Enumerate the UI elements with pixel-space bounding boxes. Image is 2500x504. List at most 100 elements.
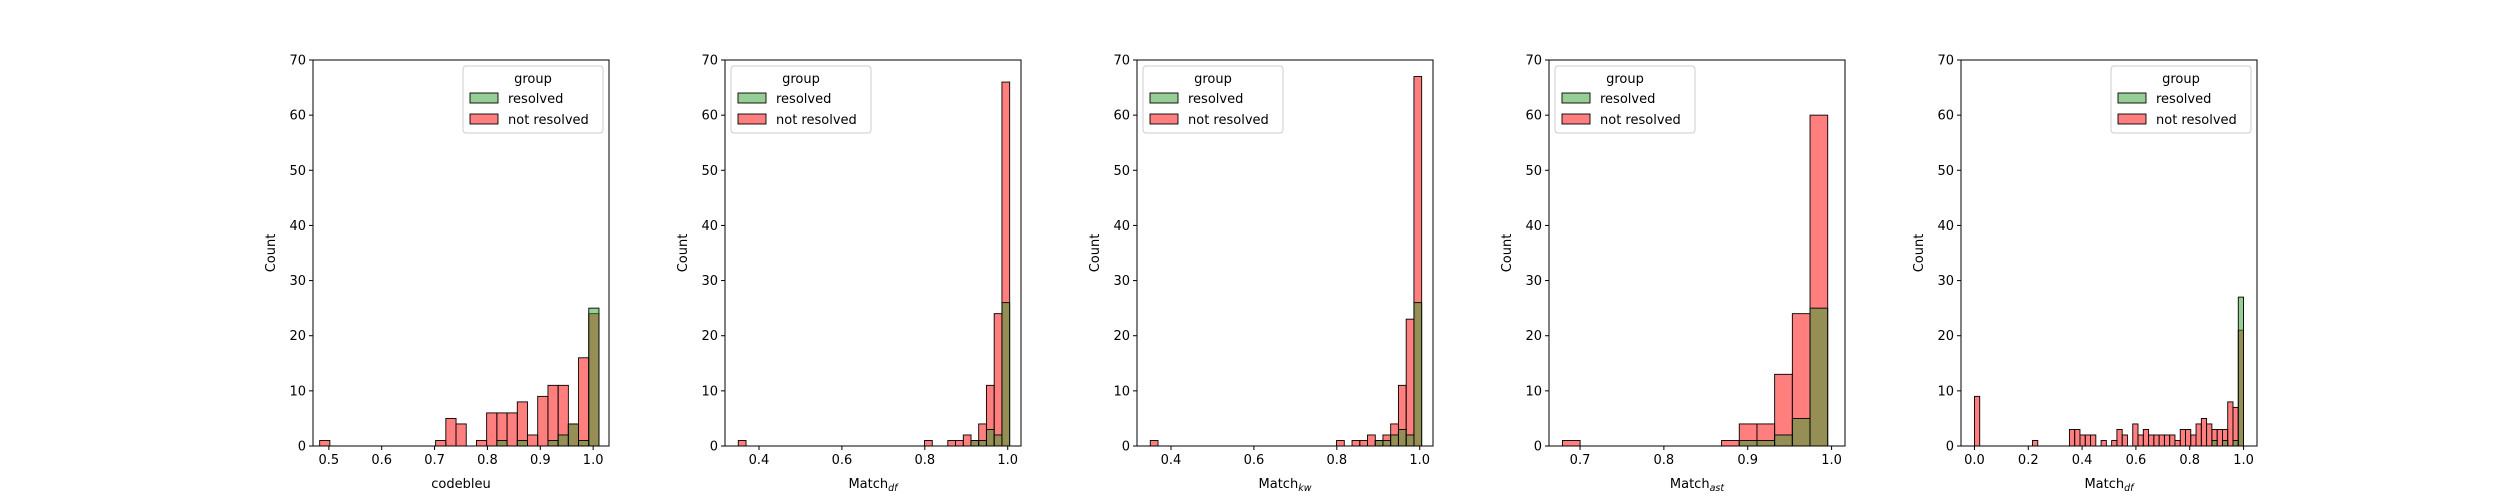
y-tick-label: 20 bbox=[701, 329, 718, 344]
y-tick-label: 50 bbox=[1937, 164, 1954, 179]
y-tick-label: 10 bbox=[289, 384, 306, 399]
not-resolved-bar bbox=[2148, 434, 2155, 447]
y-tick-label: 50 bbox=[1113, 164, 1130, 179]
legend-title: group bbox=[514, 72, 552, 87]
x-tick-label: 1.0 bbox=[2233, 453, 2254, 468]
legend-label-not-resolved: not resolved bbox=[2156, 113, 2237, 128]
y-axis-label: Count bbox=[264, 234, 279, 273]
not-resolved-bar bbox=[2074, 429, 2081, 447]
x-tick-label: 0.2 bbox=[2018, 453, 2039, 468]
x-tick-label: 0.6 bbox=[2126, 453, 2147, 468]
y-axis-label: Count bbox=[676, 234, 691, 273]
not-resolved-bar bbox=[1367, 434, 1376, 447]
x-axis-label-subscript: ast bbox=[1710, 483, 1726, 494]
legend: group resolved not resolved bbox=[1142, 65, 1284, 134]
x-tick-label: 0.7 bbox=[1570, 453, 1591, 468]
legend: group resolved not resolved bbox=[462, 65, 604, 134]
not-resolved-bar bbox=[455, 423, 467, 447]
x-axis-label: codebleu bbox=[431, 477, 490, 492]
x-tick-label: 0.8 bbox=[1654, 453, 1675, 468]
not-resolved-bar bbox=[475, 440, 488, 447]
x-tick-label: 1.0 bbox=[997, 453, 1018, 468]
x-tick-label: 0.6 bbox=[1244, 453, 1265, 468]
not-resolved-bar bbox=[1149, 440, 1159, 447]
y-tick-label: 0 bbox=[1946, 440, 1954, 455]
x-axis-label-subscript: kw bbox=[1298, 483, 1312, 494]
not-resolved-bar bbox=[445, 417, 457, 447]
not-resolved-bar bbox=[1973, 395, 1981, 447]
resolved-bar bbox=[985, 429, 995, 447]
y-tick-label: 10 bbox=[701, 384, 718, 399]
not-resolved-bar bbox=[516, 401, 528, 447]
legend-title: group bbox=[1606, 72, 1644, 87]
not-resolved-bar bbox=[2169, 434, 2176, 447]
not-resolved-bar bbox=[993, 313, 1003, 447]
x-tick-label: 0.8 bbox=[1326, 453, 1347, 468]
not-resolved-bar bbox=[2116, 429, 2123, 447]
y-tick-label: 30 bbox=[701, 274, 718, 289]
resolved-bar bbox=[1374, 440, 1384, 447]
not-resolved-bar bbox=[924, 440, 933, 447]
y-tick-label: 40 bbox=[289, 219, 306, 234]
y-tick-label: 70 bbox=[701, 54, 718, 69]
not-resolved-bar bbox=[2079, 434, 2086, 447]
legend-swatch-not-resolved bbox=[2117, 113, 2147, 125]
resolved-bar bbox=[567, 423, 580, 447]
y-tick-label: 30 bbox=[1525, 274, 1542, 289]
legend-swatch-resolved bbox=[1149, 92, 1179, 104]
not-resolved-bar bbox=[2032, 440, 2039, 447]
y-tick-label: 0 bbox=[1122, 440, 1130, 455]
not-resolved-bar bbox=[1351, 440, 1361, 447]
y-tick-label: 30 bbox=[289, 274, 306, 289]
y-tick-label: 30 bbox=[1937, 274, 1954, 289]
legend-swatch-resolved bbox=[1561, 92, 1591, 104]
resolved-bar bbox=[1738, 440, 1758, 447]
x-tick-label: 0.7 bbox=[424, 453, 445, 468]
not-resolved-bar bbox=[2163, 434, 2171, 447]
not-resolved-bar bbox=[2121, 434, 2128, 447]
resolved-bar bbox=[2237, 296, 2244, 447]
not-resolved-bar bbox=[2174, 440, 2181, 447]
y-tick-label: 60 bbox=[1113, 109, 1130, 124]
axes-frame bbox=[312, 59, 610, 447]
resolved-bar bbox=[978, 440, 987, 447]
not-resolved-bar bbox=[2227, 401, 2234, 447]
y-tick-label: 0 bbox=[1534, 440, 1542, 455]
resolved-bar bbox=[1809, 307, 1829, 447]
resolved-bar bbox=[2232, 440, 2239, 447]
resolved-bar bbox=[970, 440, 980, 447]
not-resolved-bar bbox=[2142, 429, 2150, 447]
legend-swatch-resolved bbox=[469, 92, 499, 104]
resolved-bar bbox=[993, 434, 1003, 447]
y-tick-label: 40 bbox=[1113, 219, 1130, 234]
x-tick-label: 0.8 bbox=[477, 453, 498, 468]
y-tick-label: 40 bbox=[1937, 219, 1954, 234]
legend-label-resolved: resolved bbox=[1188, 92, 1243, 107]
resolved-bar bbox=[1405, 434, 1415, 447]
not-resolved-bar bbox=[2216, 429, 2223, 447]
resolved-bar bbox=[578, 440, 590, 447]
legend-swatch-not-resolved bbox=[469, 113, 499, 125]
x-tick-label: 0.4 bbox=[2072, 453, 2093, 468]
resolved-bar bbox=[1382, 440, 1392, 447]
legend-label-resolved: resolved bbox=[2156, 92, 2211, 107]
x-tick-label: 0.0 bbox=[1964, 453, 1985, 468]
not-resolved-bar bbox=[2137, 434, 2144, 447]
histogram-panel-3: 0 10 20 30 40 50 60 70 0.4 0.6 0.8 1.0 Matchkw Count g… bbox=[1088, 54, 1434, 494]
not-resolved-bar bbox=[2111, 440, 2118, 447]
histogram-panel-4: 0 10 20 30 40 50 60 70 0.7 0.8 0.9 1.0 Matchast Count… bbox=[1500, 54, 1846, 494]
y-tick-label: 40 bbox=[701, 219, 718, 234]
y-tick-label: 70 bbox=[1525, 54, 1542, 69]
axes-frame bbox=[1136, 59, 1434, 447]
not-resolved-bar bbox=[1336, 440, 1345, 447]
y-tick-label: 20 bbox=[1525, 329, 1542, 344]
not-resolved-bar bbox=[2153, 434, 2160, 447]
resolved-bar bbox=[1756, 440, 1776, 447]
resolved-bar bbox=[2221, 440, 2229, 447]
legend-label-not-resolved: not resolved bbox=[508, 113, 589, 128]
y-tick-label: 30 bbox=[1113, 274, 1130, 289]
x-axis-label-subscript: df bbox=[2124, 483, 2135, 494]
resolved-bar bbox=[1001, 302, 1011, 447]
resolved-bar bbox=[547, 440, 559, 447]
not-resolved-bar bbox=[2084, 434, 2091, 447]
